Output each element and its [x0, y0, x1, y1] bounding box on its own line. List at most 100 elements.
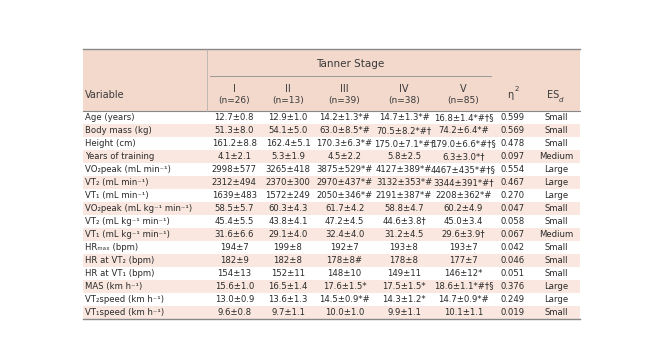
Text: 0.376: 0.376	[501, 282, 525, 291]
Text: 4127±389*#: 4127±389*#	[376, 165, 432, 174]
Bar	[315, 189, 375, 202]
Bar	[375, 267, 433, 279]
Bar	[433, 254, 493, 267]
Bar	[208, 241, 261, 254]
Text: 2050±346*#: 2050±346*#	[316, 191, 373, 200]
Bar	[375, 111, 433, 124]
Bar	[261, 202, 315, 215]
Text: 74.2±6.4*#: 74.2±6.4*#	[438, 126, 489, 135]
Bar	[208, 163, 261, 176]
Text: d: d	[559, 97, 564, 103]
Text: 162.4±5.1: 162.4±5.1	[266, 139, 311, 148]
Bar	[493, 254, 532, 267]
Text: 5.8±2.5: 5.8±2.5	[387, 152, 421, 161]
Text: III: III	[340, 84, 349, 94]
Text: 1639±483: 1639±483	[212, 191, 257, 200]
Text: 0.046: 0.046	[501, 256, 525, 265]
Text: 2970±437*#: 2970±437*#	[316, 178, 373, 187]
Bar	[315, 137, 375, 150]
Text: 146±12*: 146±12*	[444, 269, 483, 278]
Bar	[261, 228, 315, 241]
Text: 31.6±6.6: 31.6±6.6	[215, 230, 254, 239]
Text: 4.5±2.2: 4.5±2.2	[327, 152, 362, 161]
Bar	[83, 163, 208, 176]
Text: 13.0±0.9: 13.0±0.9	[215, 295, 254, 304]
Text: 0.270: 0.270	[501, 191, 525, 200]
Text: 149±11: 149±11	[387, 269, 421, 278]
Text: 177±7: 177±7	[449, 256, 478, 265]
Bar	[493, 228, 532, 241]
Text: V: V	[460, 84, 466, 94]
Text: 0.599: 0.599	[501, 113, 525, 122]
Bar	[261, 150, 315, 163]
Text: 14.3±1.2*: 14.3±1.2*	[382, 295, 426, 304]
Bar	[532, 267, 580, 279]
Text: Small: Small	[544, 308, 568, 317]
Bar	[208, 150, 261, 163]
Bar	[375, 150, 433, 163]
Bar	[261, 111, 315, 124]
Bar	[375, 124, 433, 137]
Text: 182±9: 182±9	[220, 256, 248, 265]
Text: HRₘₐₓ (bpm): HRₘₐₓ (bpm)	[85, 243, 138, 252]
Bar	[261, 279, 315, 292]
Text: 45.0±3.4: 45.0±3.4	[444, 217, 483, 226]
Bar	[493, 279, 532, 292]
Bar	[315, 111, 375, 124]
Text: IV: IV	[399, 84, 409, 94]
Text: η: η	[507, 90, 514, 100]
Text: VT₁ (mL kg⁻¹ min⁻¹): VT₁ (mL kg⁻¹ min⁻¹)	[85, 230, 170, 239]
Bar	[433, 163, 493, 176]
Text: Small: Small	[544, 256, 568, 265]
Text: 0.478: 0.478	[501, 139, 525, 148]
Text: Age (years): Age (years)	[85, 113, 135, 122]
Bar	[315, 202, 375, 215]
Bar	[433, 267, 493, 279]
Bar	[315, 305, 375, 318]
Text: II: II	[285, 84, 291, 94]
Text: 4.1±2.1: 4.1±2.1	[217, 152, 251, 161]
Bar	[315, 228, 375, 241]
Bar	[375, 176, 433, 189]
Text: 4467±435*#†§: 4467±435*#†§	[431, 165, 496, 174]
Text: Body mass (kg): Body mass (kg)	[85, 126, 152, 135]
Text: 2: 2	[514, 86, 518, 92]
Text: VT₁ (mL min⁻¹): VT₁ (mL min⁻¹)	[85, 191, 149, 200]
Text: HR at VT₂ (bpm): HR at VT₂ (bpm)	[85, 256, 155, 265]
Bar	[315, 215, 375, 228]
Text: 0.042: 0.042	[501, 243, 525, 252]
Bar	[493, 124, 532, 137]
Text: 170.3±6.3*#: 170.3±6.3*#	[316, 139, 373, 148]
Bar	[261, 292, 315, 305]
Text: 179.0±6.6*#†§: 179.0±6.6*#†§	[431, 139, 496, 148]
Bar	[532, 241, 580, 254]
Text: 31.2±4.5: 31.2±4.5	[384, 230, 424, 239]
Text: 194±7: 194±7	[220, 243, 248, 252]
Text: 9.9±1.1: 9.9±1.1	[387, 308, 421, 317]
Bar	[315, 292, 375, 305]
Bar	[315, 254, 375, 267]
Text: I: I	[233, 84, 236, 94]
Text: VT₂ (mL kg⁻¹ min⁻¹): VT₂ (mL kg⁻¹ min⁻¹)	[85, 217, 170, 226]
Bar	[208, 189, 261, 202]
Bar	[83, 267, 208, 279]
Bar	[532, 189, 580, 202]
Text: 13.6±1.3: 13.6±1.3	[269, 295, 308, 304]
Bar	[532, 202, 580, 215]
Bar	[208, 215, 261, 228]
Text: 0.554: 0.554	[501, 165, 525, 174]
Text: 0.467: 0.467	[501, 178, 525, 187]
Text: 14.5±0.9*#: 14.5±0.9*#	[319, 295, 370, 304]
Text: 29.1±4.0: 29.1±4.0	[269, 230, 308, 239]
Bar	[261, 163, 315, 176]
Text: 17.5±1.5*: 17.5±1.5*	[382, 282, 426, 291]
Text: Small: Small	[544, 126, 568, 135]
Text: Small: Small	[544, 217, 568, 226]
Bar	[433, 150, 493, 163]
Bar	[208, 305, 261, 318]
Text: (n=38): (n=38)	[388, 96, 420, 105]
Bar	[315, 163, 375, 176]
Text: 5.3±1.9: 5.3±1.9	[271, 152, 305, 161]
Bar	[532, 228, 580, 241]
Bar	[493, 189, 532, 202]
